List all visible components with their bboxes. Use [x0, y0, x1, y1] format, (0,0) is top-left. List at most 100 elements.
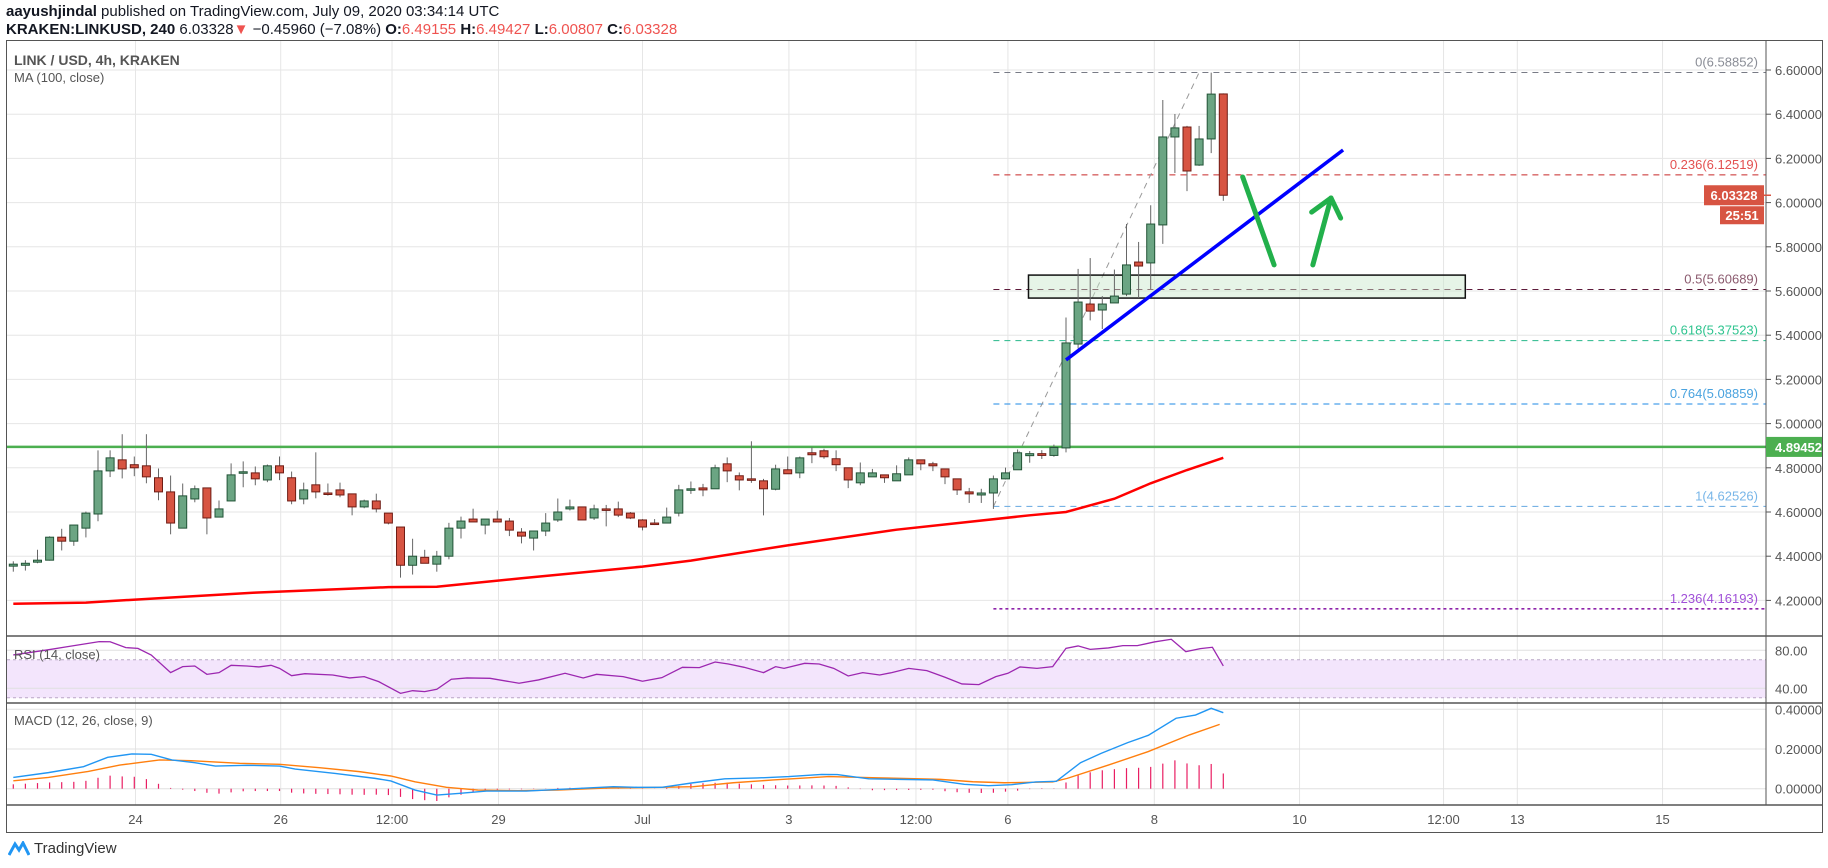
candle: [57, 528, 67, 551]
time-axis-label: 10: [1292, 812, 1306, 827]
macd-signal-line: [13, 723, 1220, 792]
low-value: 6.00807: [548, 21, 603, 38]
candle: [988, 475, 998, 509]
close-label: C:: [607, 21, 623, 38]
candle-body-up: [867, 472, 877, 478]
candle-body-down: [1085, 303, 1095, 312]
candle-body-up: [892, 473, 902, 482]
candle-body-down: [335, 489, 345, 496]
candle: [238, 461, 248, 488]
ascending-trendline[interactable]: [1064, 148, 1345, 362]
candle: [565, 499, 575, 511]
candle-body-up: [710, 467, 720, 490]
macd-line: [13, 707, 1224, 796]
candle: [275, 456, 284, 481]
candle: [8, 561, 18, 572]
author-name[interactable]: aayushjindal: [6, 3, 97, 20]
candle-body-down: [734, 475, 744, 481]
chart-border: [6, 40, 1823, 833]
candle-body-down: [577, 506, 587, 521]
time-axis-label: 12:00: [376, 812, 409, 827]
candle-body-down: [420, 556, 430, 564]
time-axis-label: 29: [491, 812, 505, 827]
candle: [20, 560, 30, 571]
candle: [214, 500, 224, 518]
open-value: 6.49155: [401, 21, 457, 38]
candle-body-down: [141, 465, 151, 478]
rsi-axis-label: 80.00: [1775, 643, 1808, 658]
candle: [710, 464, 720, 490]
candle: [69, 524, 79, 546]
candle-body-up: [69, 524, 79, 542]
close-value: 6.03328: [622, 21, 678, 38]
time-axis-label: 6: [1004, 812, 1011, 827]
candle-body-up: [1206, 93, 1216, 140]
fib-level-label: 1.236(4.16193): [1670, 591, 1758, 606]
candle-body-up: [480, 518, 490, 526]
time-axis-label: 12:00: [1427, 812, 1460, 827]
macd-axis-label: 0.00000: [1775, 782, 1822, 797]
candle: [311, 452, 321, 499]
chart-title: LINK / USD, 4h, KRAKEN: [14, 52, 180, 68]
candle: [940, 468, 950, 485]
candle: [976, 488, 986, 503]
ma-legend[interactable]: MA (100, close): [14, 70, 104, 85]
candle: [480, 518, 490, 535]
high-value: 6.49427: [476, 21, 531, 38]
candle-body-up: [1025, 453, 1035, 457]
candle: [359, 499, 369, 509]
candle-body-down: [722, 463, 732, 472]
candle: [154, 468, 163, 501]
candle-body-up: [686, 488, 696, 491]
price-axis-label: 4.60000: [1775, 505, 1822, 520]
main-pane: 0(6.58852) 0.236(6.12519) 0.5(5.60689) 0.61…: [7, 55, 1766, 610]
candle: [383, 512, 393, 525]
candle: [45, 536, 55, 561]
candle-body-up: [1146, 223, 1156, 264]
candle-body-up: [565, 506, 575, 510]
fib-level-label: 0(6.58852): [1695, 55, 1758, 70]
candle-body-down: [492, 518, 502, 523]
price-axis-label: 4.20000: [1775, 593, 1822, 608]
candle: [759, 478, 768, 516]
candle-body-down: [952, 478, 962, 491]
time-axis-label: 12:00: [900, 812, 933, 827]
symbol: KRAKEN:LINKUSD, 240: [6, 21, 176, 38]
up-arrow-icon[interactable]: [1310, 195, 1334, 268]
candle: [1013, 449, 1023, 471]
candle: [299, 482, 309, 505]
candle-body-up: [456, 520, 466, 529]
candle-body-down: [371, 500, 381, 510]
candle-body-down: [468, 518, 478, 523]
support-zone-rectangle[interactable]: [1027, 274, 1467, 299]
candle-body-up: [432, 555, 442, 565]
rsi-legend[interactable]: RSI (14, close): [14, 647, 100, 662]
candle: [1049, 444, 1059, 457]
candle-body-up: [795, 457, 805, 474]
candle-body-down: [57, 536, 67, 542]
candle-body-up: [1061, 342, 1071, 449]
up-arrowhead-icon[interactable]: [1309, 195, 1344, 221]
last-price: 6.03328: [179, 21, 234, 38]
candle-body-up: [1109, 295, 1119, 304]
candle: [190, 485, 200, 503]
down-arrow-icon[interactable]: [1240, 174, 1277, 268]
candle-body-down: [613, 508, 623, 516]
candle: [129, 456, 139, 477]
candle: [589, 504, 599, 520]
candle: [1001, 467, 1010, 480]
candle-body-down: [698, 487, 708, 491]
candle-body-down: [129, 464, 139, 469]
macd-legend[interactable]: MACD (12, 26, close, 9): [14, 713, 153, 728]
candle-body-down: [928, 463, 938, 467]
time-axis-label: 3: [785, 812, 792, 827]
candle-body-down: [916, 459, 926, 465]
candle: [1134, 241, 1144, 299]
candle: [577, 506, 587, 521]
support-price-label: 4.89452: [1775, 440, 1822, 455]
candle-body-up: [553, 511, 563, 521]
candle: [1085, 258, 1095, 321]
tradingview-logo[interactable]: TradingView: [8, 840, 117, 857]
candle-body-down: [819, 450, 829, 458]
